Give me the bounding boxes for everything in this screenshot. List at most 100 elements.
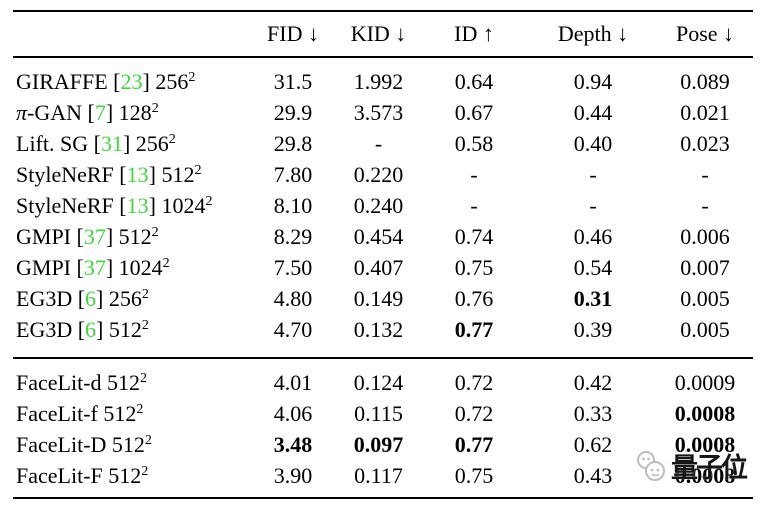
citation-number: 6 xyxy=(85,316,97,342)
kid-cell: 0.132 xyxy=(338,314,419,358)
method-name-part: π xyxy=(16,99,28,125)
citation-number: 13 xyxy=(126,161,149,187)
depth-cell: 0.31 xyxy=(529,283,657,314)
depth-cell: 0.33 xyxy=(529,398,657,429)
row-facelit-f-512: FaceLit-f 5122 4.06 0.115 0.72 0.33 0.00… xyxy=(13,398,753,429)
row-facelit-F-512: FaceLit-F 5122 3.90 0.117 0.75 0.43 0.00… xyxy=(13,460,753,498)
resolution-superscript: 2 xyxy=(151,224,159,240)
metric-value: 0.74 xyxy=(454,223,494,249)
id-cell: 0.74 xyxy=(419,221,529,252)
resolution-superscript: 2 xyxy=(141,317,149,333)
metric-value: 0.77 xyxy=(454,431,494,457)
fid-cell: 8.29 xyxy=(248,221,338,252)
metric-value: - xyxy=(470,161,478,187)
resolution-superscript: 2 xyxy=(141,286,149,302)
pose-cell: 0.021 xyxy=(657,97,753,128)
citation-number: 7 xyxy=(94,99,106,125)
metric-value: 0.62 xyxy=(573,431,613,457)
metric-value: 29.8 xyxy=(273,130,313,156)
id-cell: 0.77 xyxy=(419,314,529,358)
header-method xyxy=(13,11,248,57)
metric-value: 0.94 xyxy=(573,68,613,94)
metric-value: 0.46 xyxy=(573,223,613,249)
metric-value: 0.007 xyxy=(680,254,730,280)
method-name-part: ] 256 xyxy=(122,130,169,156)
method-label: π-GAN [7] 1282 xyxy=(13,97,248,128)
row-gmpi-1024: GMPI [37] 10242 7.50 0.407 0.75 0.54 0.0… xyxy=(13,252,753,283)
method-name-part: ] 256 xyxy=(96,285,142,311)
header-row: FID ↓ KID ↓ ID ↑ Depth ↓ Pose ↓ xyxy=(13,11,753,57)
resolution-superscript: 2 xyxy=(168,131,176,147)
header-pose: Pose ↓ xyxy=(675,21,735,46)
fid-cell: 4.01 xyxy=(248,358,338,398)
metric-value: 0.149 xyxy=(353,285,404,311)
method-name-part: ] 128 xyxy=(105,99,152,125)
resolution-superscript: 2 xyxy=(162,255,170,271)
baseline-section: GIRAFFE [23] 2562 31.5 1.992 0.64 0.94 0… xyxy=(13,57,753,358)
row-pi-gan-128: π-GAN [7] 1282 29.9 3.573 0.67 0.44 0.02… xyxy=(13,97,753,128)
resolution-superscript: 2 xyxy=(151,100,159,116)
metric-value: 0.220 xyxy=(353,161,404,187)
method-name-part: StyleNeRF [ xyxy=(16,192,127,218)
metric-value: 0.117 xyxy=(354,462,403,488)
kid-cell: 0.149 xyxy=(338,283,419,314)
metric-value: - xyxy=(701,161,709,187)
metric-value: 0.54 xyxy=(573,254,613,280)
metric-value: - xyxy=(470,192,478,218)
row-facelit-d-512: FaceLit-d 5122 4.01 0.124 0.72 0.42 0.00… xyxy=(13,358,753,398)
header-kid: KID ↓ xyxy=(350,21,407,46)
metric-value: 0.0008 xyxy=(674,431,736,457)
method-label: FaceLit-d 5122 xyxy=(13,358,248,398)
row-stylenerf-1024: StyleNeRF [13] 10242 8.10 0.240 - - - xyxy=(13,190,753,221)
metric-value: 31.5 xyxy=(273,68,313,94)
depth-cell: 0.54 xyxy=(529,252,657,283)
metric-value: 0.089 xyxy=(680,68,730,94)
row-gmpi-512: GMPI [37] 5122 8.29 0.454 0.74 0.46 0.00… xyxy=(13,221,753,252)
header-id: ID ↑ xyxy=(454,21,494,46)
metric-value: 0.0008 xyxy=(674,400,736,426)
method-label: Lift. SG [31] 2562 xyxy=(13,128,248,159)
header-fid: FID ↓ xyxy=(267,21,319,46)
metric-value: 0.75 xyxy=(454,462,494,488)
fid-cell: 31.5 xyxy=(248,57,338,97)
pose-cell: 0.007 xyxy=(657,252,753,283)
metric-value: 29.9 xyxy=(273,99,313,125)
pose-cell: 0.0008 xyxy=(657,460,753,498)
fid-cell: 4.80 xyxy=(248,283,338,314)
method-label: FaceLit-F 5122 xyxy=(13,460,248,498)
metric-value: 0.77 xyxy=(454,316,494,342)
depth-cell: 0.94 xyxy=(529,57,657,97)
method-name-part: FaceLit-F 512 xyxy=(16,462,142,488)
pose-cell: - xyxy=(657,190,753,221)
pose-cell: 0.005 xyxy=(657,283,753,314)
fid-cell: 8.10 xyxy=(248,190,338,221)
kid-cell: 0.117 xyxy=(338,460,419,498)
depth-cell: - xyxy=(529,159,657,190)
pose-cell: 0.005 xyxy=(657,314,753,358)
method-name-part: ] 1024 xyxy=(105,254,163,280)
metric-value: 0.58 xyxy=(454,130,494,156)
metric-value: 0.0008 xyxy=(674,462,736,488)
pose-cell: 0.0009 xyxy=(657,358,753,398)
fid-cell: 7.80 xyxy=(248,159,338,190)
method-name-part: StyleNeRF [ xyxy=(16,161,127,187)
metric-value: 3.90 xyxy=(273,462,313,488)
metric-value: 4.80 xyxy=(273,285,313,311)
method-name-part: Lift. SG [ xyxy=(16,130,101,156)
metric-value: 0.097 xyxy=(353,431,404,457)
metric-value: - xyxy=(589,192,597,218)
facelit-section: FaceLit-d 5122 4.01 0.124 0.72 0.42 0.00… xyxy=(13,358,753,498)
method-label: EG3D [6] 5122 xyxy=(13,314,248,358)
metric-value: 0.021 xyxy=(680,99,730,125)
row-facelit-D-512: FaceLit-D 5122 3.48 0.097 0.77 0.62 0.00… xyxy=(13,429,753,460)
metric-value: 0.407 xyxy=(353,254,404,280)
metric-value: 0.005 xyxy=(680,285,730,311)
metric-value: 1.992 xyxy=(353,68,404,94)
method-label: StyleNeRF [13] 5122 xyxy=(13,159,248,190)
method-name-part: ] 256 xyxy=(142,68,189,94)
citation-number: 23 xyxy=(120,68,143,94)
pose-cell: 0.023 xyxy=(657,128,753,159)
metric-value: 0.64 xyxy=(454,68,494,94)
id-cell: 0.77 xyxy=(419,429,529,460)
metric-value: - xyxy=(374,130,383,156)
